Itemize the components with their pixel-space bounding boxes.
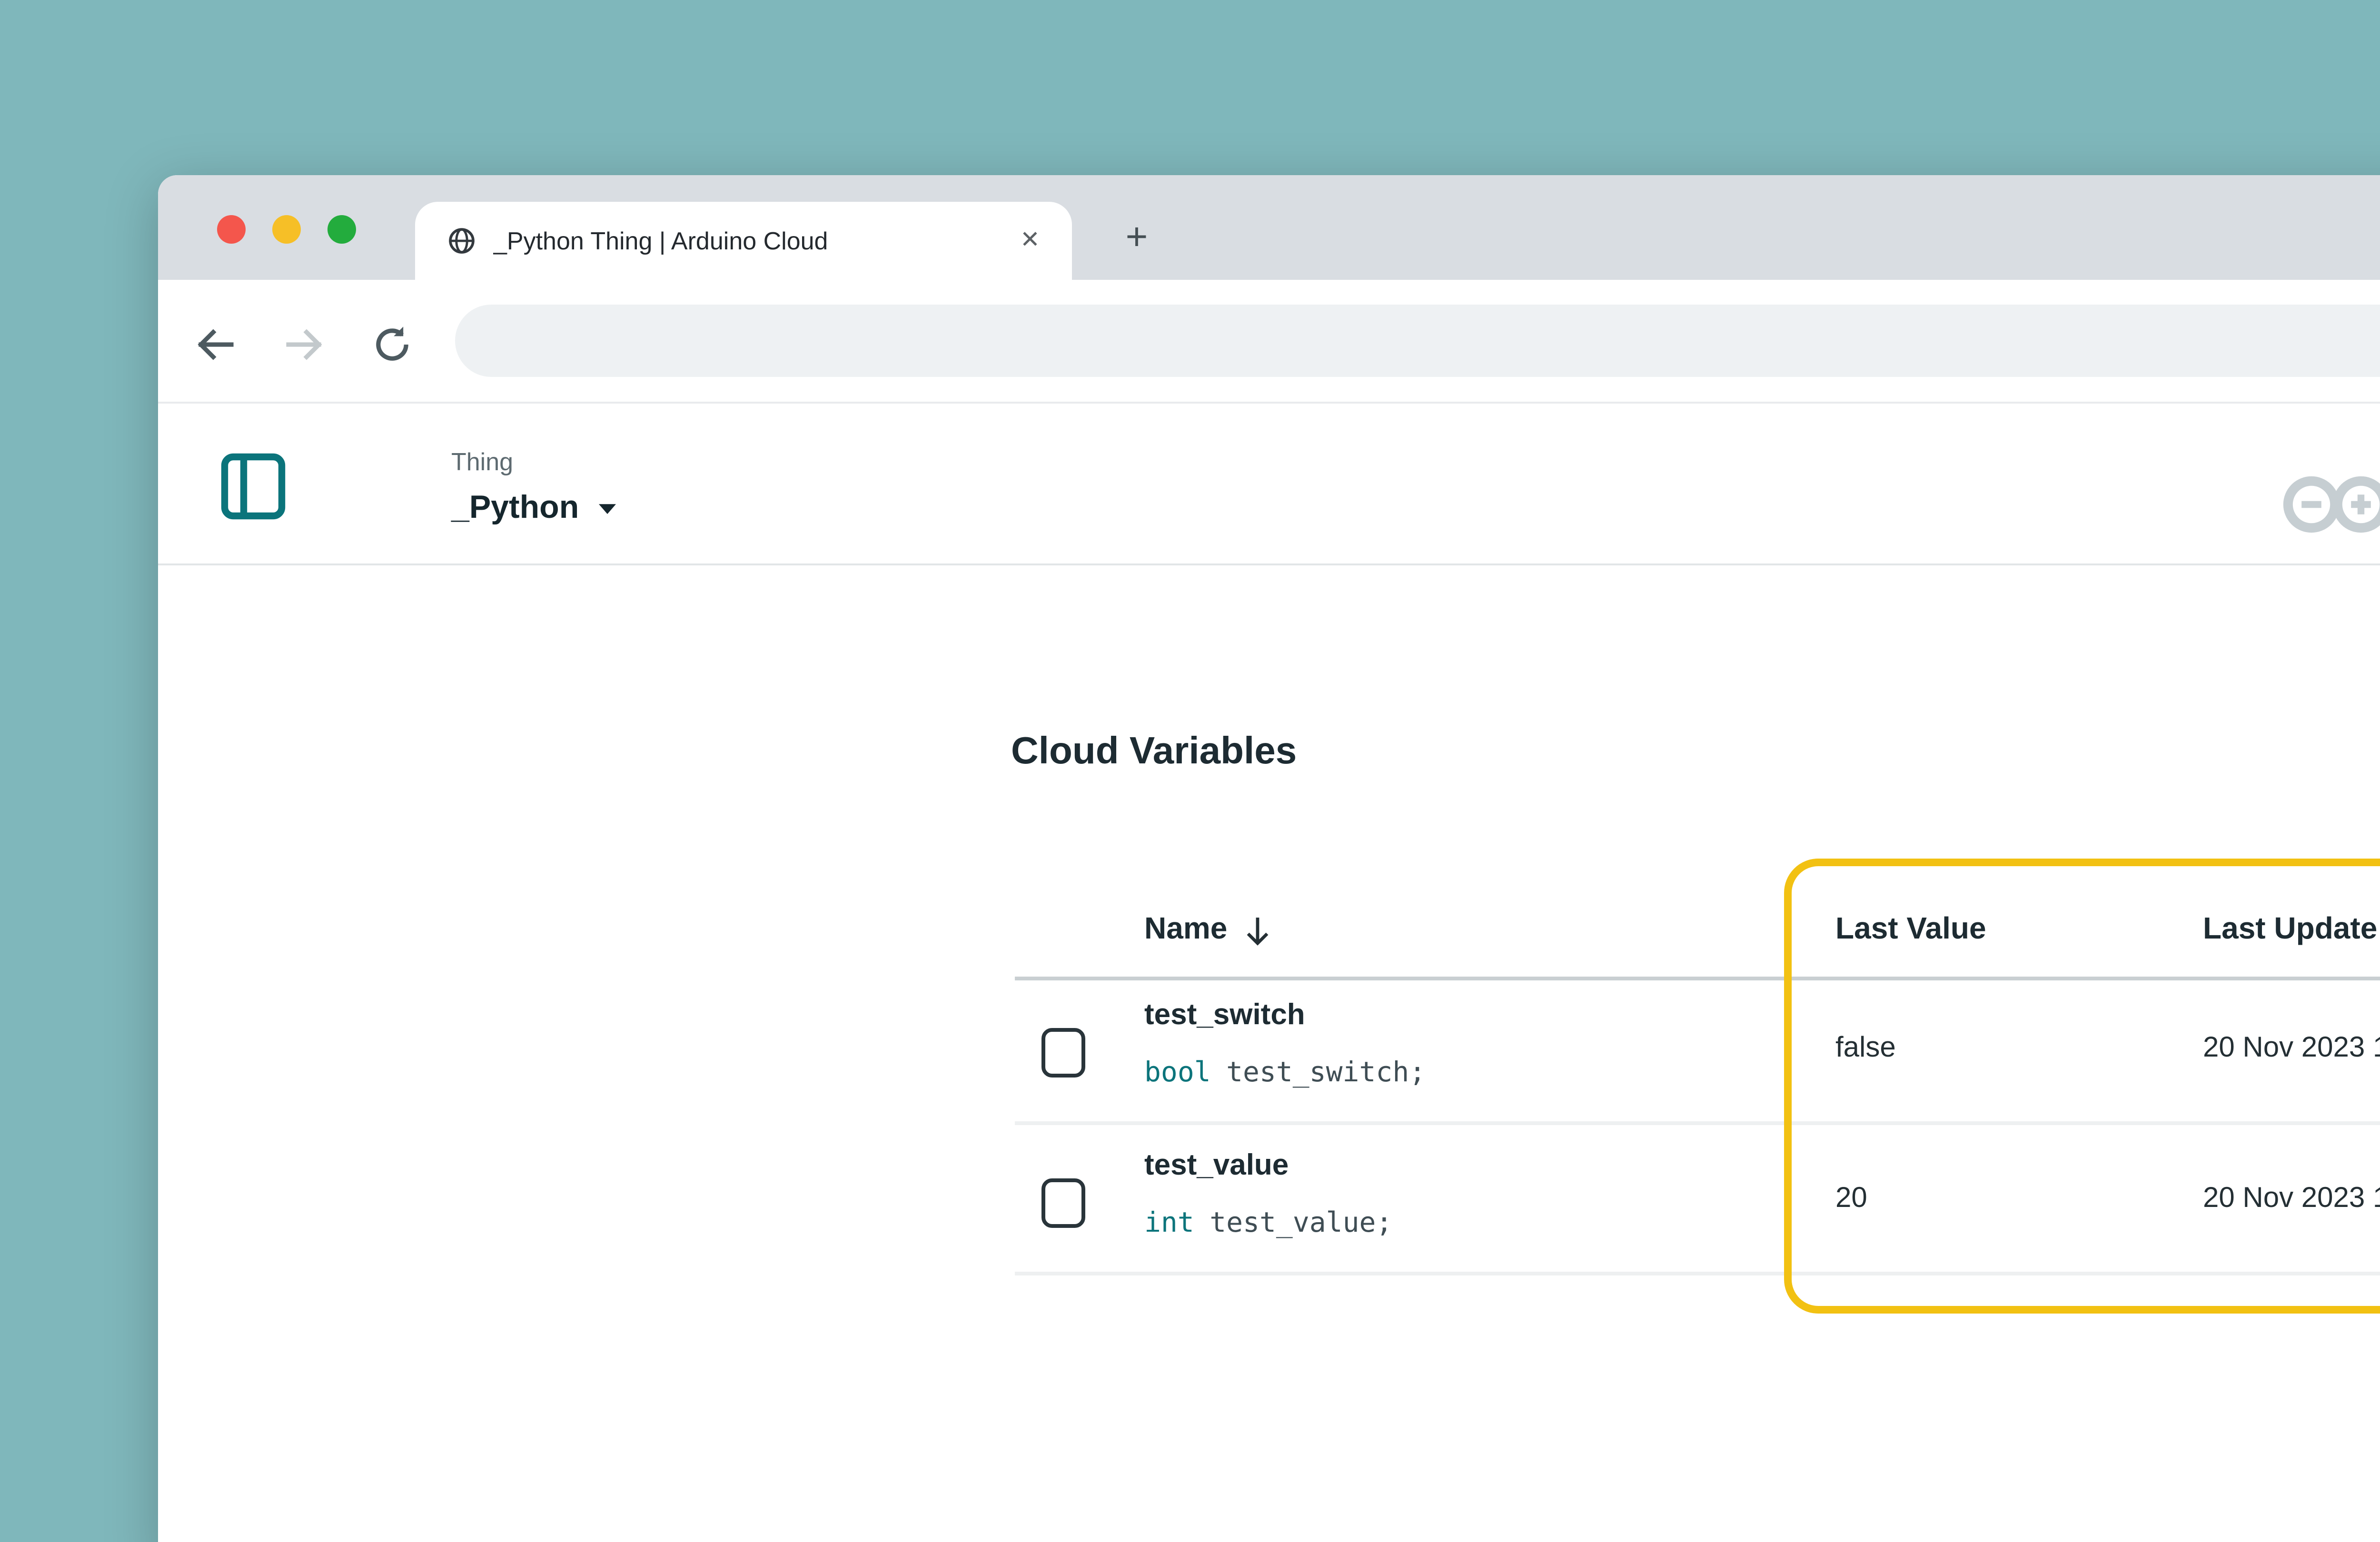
row-checkbox[interactable] xyxy=(1041,1028,1085,1077)
declaration-type: int xyxy=(1144,1209,1194,1239)
declaration-type: bool xyxy=(1144,1058,1211,1089)
reload-icon[interactable] xyxy=(369,322,415,367)
browser-tab[interactable]: _Python Thing | Arduino Cloud ✕ xyxy=(415,202,1072,280)
column-header-name[interactable]: Name xyxy=(1144,914,1269,948)
url-bar[interactable] xyxy=(455,305,2380,377)
globe-icon xyxy=(449,228,475,254)
variable-declaration: bool test_switch; xyxy=(1144,1058,1426,1089)
variable-name[interactable]: test_switch xyxy=(1144,999,1305,1032)
page-content xyxy=(158,568,2380,1542)
last-update-cell: 20 Nov 2023 17:00:42 xyxy=(2203,1182,2380,1215)
arduino-logo-icon xyxy=(2283,476,2380,533)
sort-descending-icon xyxy=(1246,918,1268,946)
column-header-last-value[interactable]: Last Value xyxy=(1835,914,1986,948)
browser-toolbar xyxy=(158,280,2380,402)
thing-section-label: Thing xyxy=(451,447,514,476)
table-header-divider xyxy=(1015,977,2380,980)
traffic-light-zoom-button[interactable] xyxy=(327,214,355,243)
row-divider xyxy=(1015,1121,2380,1124)
column-header-last-update-label: Last Update xyxy=(2203,914,2378,946)
page-title: Cloud Variables xyxy=(1011,731,1297,773)
thing-name: _Python xyxy=(451,489,579,525)
new-tab-button[interactable]: + xyxy=(1125,217,1148,259)
app-header: Thing _Python xyxy=(158,402,2380,565)
tab-close-icon[interactable]: ✕ xyxy=(1020,227,1040,253)
tab-title: _Python Thing | Arduino Cloud xyxy=(493,227,828,255)
chevron-down-icon xyxy=(599,503,616,513)
column-header-last-update[interactable]: Last Update xyxy=(2203,914,2377,948)
sidebar-toggle-icon[interactable] xyxy=(221,453,286,520)
column-header-last-value-label: Last Value xyxy=(1835,914,1986,946)
variable-declaration: int test_value; xyxy=(1144,1209,1392,1239)
browser-window: _Python Thing | Arduino Cloud ✕ + xyxy=(158,175,2380,1542)
tab-strip: _Python Thing | Arduino Cloud ✕ + xyxy=(158,175,2380,280)
variable-name[interactable]: test_value xyxy=(1144,1150,1289,1182)
row-checkbox[interactable] xyxy=(1041,1178,1085,1228)
declaration-rest: test_value; xyxy=(1210,1209,1393,1239)
thing-name-dropdown[interactable]: _Python xyxy=(451,485,617,531)
traffic-light-close-button[interactable] xyxy=(216,214,245,243)
forward-icon[interactable] xyxy=(282,322,327,367)
declaration-rest: test_switch; xyxy=(1226,1058,1426,1089)
last-value-cell: false xyxy=(1835,1032,1896,1064)
last-update-cell: 20 Nov 2023 17:00:48 xyxy=(2203,1032,2380,1064)
column-header-name-label: Name xyxy=(1144,914,1228,946)
row-divider xyxy=(1015,1272,2380,1275)
last-value-cell: 20 xyxy=(1835,1182,1867,1215)
traffic-light-minimize-button[interactable] xyxy=(271,214,300,243)
back-icon[interactable] xyxy=(192,322,238,367)
